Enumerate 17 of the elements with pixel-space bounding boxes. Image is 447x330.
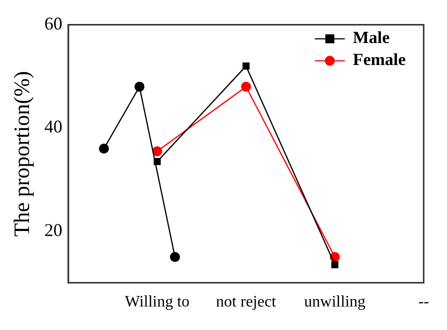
- point: [170, 252, 180, 262]
- point: [98, 144, 109, 154]
- legend-label: Female: [352, 50, 406, 70]
- point: [241, 82, 252, 92]
- point: [134, 82, 144, 92]
- x-tick-label: --: [418, 294, 429, 311]
- y-axis-title: The proportion(%): [8, 71, 34, 237]
- y-tick-label: 40: [44, 116, 62, 137]
- y-tick-label: 20: [44, 220, 62, 240]
- legend-label: Male: [352, 28, 390, 48]
- x-tick-label: Willing to: [124, 294, 190, 311]
- point: [152, 146, 162, 156]
- x-tick-label: unwilling: [304, 294, 366, 311]
- point: [331, 261, 338, 268]
- x-tick-label: not reject: [216, 294, 277, 311]
- y-tick-label: 60: [44, 14, 62, 34]
- point: [242, 62, 250, 70]
